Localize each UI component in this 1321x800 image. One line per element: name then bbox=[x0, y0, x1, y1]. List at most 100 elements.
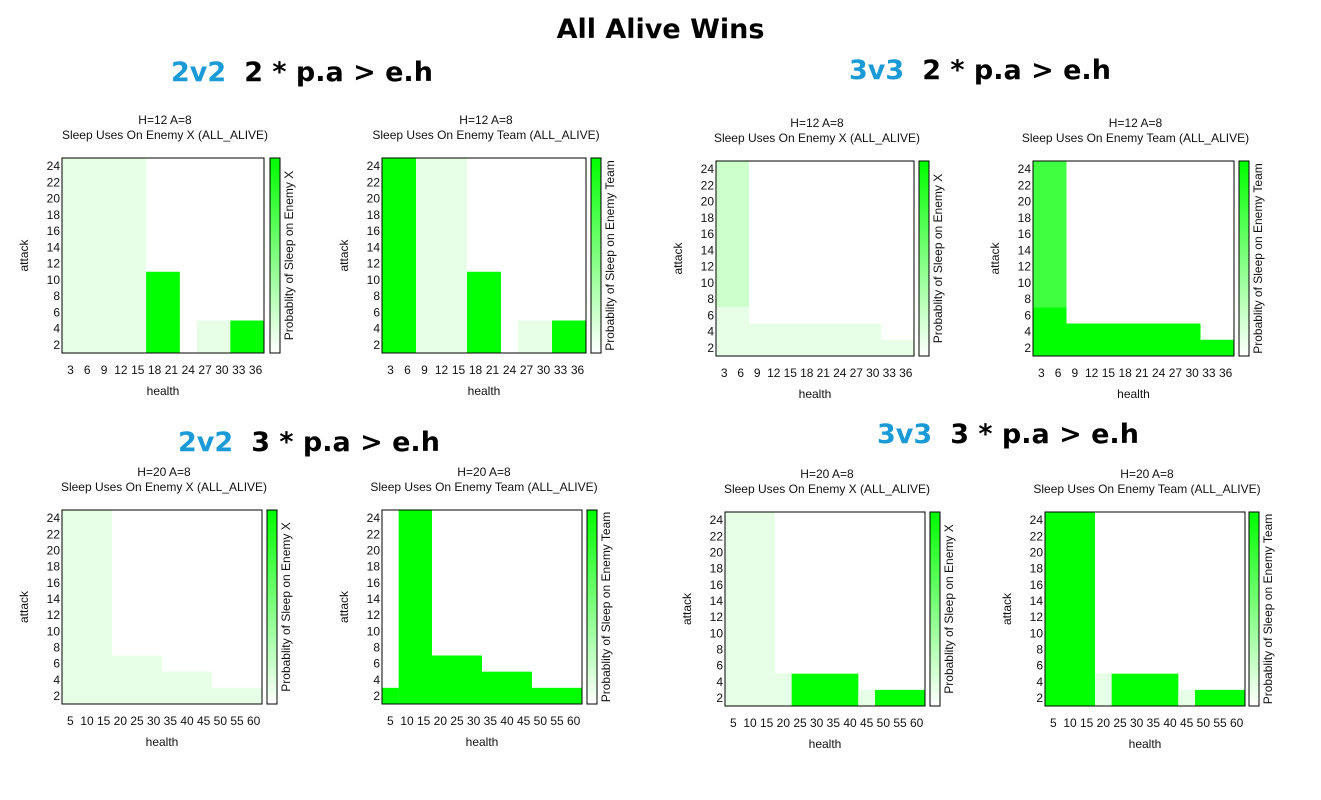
chart-title: H=20 A=8 bbox=[457, 465, 511, 479]
x-tick-label: 9 bbox=[1072, 366, 1079, 380]
y-tick-label: 2 bbox=[373, 338, 380, 352]
x-tick-label: 10 bbox=[400, 714, 414, 728]
x-tick-label: 45 bbox=[197, 714, 211, 728]
y-tick-label: 18 bbox=[367, 208, 381, 222]
y-tick-label: 10 bbox=[1018, 276, 1032, 290]
y-tick-label: 6 bbox=[1036, 659, 1043, 673]
section-tag: 3v3 bbox=[849, 55, 905, 86]
x-tick-label: 25 bbox=[793, 716, 807, 730]
y-tick-label: 22 bbox=[47, 175, 61, 189]
colorbar-label: Probablity of Sleep on Enemy Team bbox=[1261, 514, 1275, 705]
y-tick-label: 8 bbox=[53, 640, 60, 654]
heatmap-cell bbox=[875, 689, 925, 706]
heatmap-cell bbox=[858, 689, 875, 706]
y-tick-label: 20 bbox=[710, 545, 724, 559]
heatmap-cell bbox=[552, 320, 586, 353]
x-tick-label: 55 bbox=[550, 714, 564, 728]
x-tick-label: 18 bbox=[469, 363, 483, 377]
x-tick-label: 33 bbox=[1202, 366, 1216, 380]
x-tick-label: 60 bbox=[567, 714, 581, 728]
x-tick-label: 27 bbox=[520, 363, 534, 377]
y-tick-label: 14 bbox=[367, 592, 381, 606]
x-tick-label: 30 bbox=[215, 363, 229, 377]
heatmap-cell bbox=[532, 687, 582, 704]
y-tick-label: 14 bbox=[1030, 594, 1044, 608]
y-axis-label: attack bbox=[337, 590, 351, 623]
x-tick-label: 30 bbox=[537, 363, 551, 377]
colorbar bbox=[266, 509, 278, 705]
x-tick-label: 6 bbox=[84, 363, 91, 377]
x-tick-label: 30 bbox=[467, 714, 481, 728]
x-tick-label: 15 bbox=[452, 363, 466, 377]
y-tick-label: 22 bbox=[1018, 178, 1032, 192]
chart-title: H=20 A=8 bbox=[1120, 467, 1174, 481]
y-tick-label: 10 bbox=[47, 624, 61, 638]
y-tick-label: 8 bbox=[53, 289, 60, 303]
y-tick-label: 8 bbox=[716, 642, 723, 656]
plot-frame bbox=[61, 509, 263, 705]
y-tick-label: 4 bbox=[1024, 325, 1031, 339]
y-tick-label: 24 bbox=[367, 511, 381, 525]
x-tick-label: 3 bbox=[387, 363, 394, 377]
y-tick-label: 8 bbox=[373, 289, 380, 303]
x-tick-label: 20 bbox=[777, 716, 791, 730]
y-tick-label: 24 bbox=[710, 513, 724, 527]
x-tick-label: 36 bbox=[899, 366, 913, 380]
y-tick-label: 10 bbox=[1030, 626, 1044, 640]
y-axis-label: attack bbox=[671, 241, 685, 274]
x-tick-label: 15 bbox=[417, 714, 431, 728]
page-title: All Alive Wins bbox=[556, 14, 765, 45]
x-tick-label: 9 bbox=[101, 363, 108, 377]
y-tick-label: 22 bbox=[1030, 529, 1044, 543]
y-tick-label: 22 bbox=[367, 527, 381, 541]
x-tick-label: 40 bbox=[500, 714, 514, 728]
y-tick-label: 24 bbox=[367, 159, 381, 173]
heatmap-cell bbox=[382, 687, 399, 704]
x-axis-label: health bbox=[146, 735, 179, 749]
chart-title: H=20 A=8 bbox=[800, 467, 854, 481]
y-tick-label: 2 bbox=[53, 338, 60, 352]
y-axis-label: attack bbox=[680, 592, 694, 625]
x-tick-label: 18 bbox=[1118, 366, 1132, 380]
x-tick-label: 25 bbox=[130, 714, 144, 728]
y-tick-label: 10 bbox=[47, 273, 61, 287]
colorbar bbox=[586, 509, 598, 705]
x-tick-label: 21 bbox=[817, 366, 831, 380]
x-tick-label: 30 bbox=[866, 366, 880, 380]
x-tick-label: 24 bbox=[1152, 366, 1166, 380]
x-tick-label: 45 bbox=[517, 714, 531, 728]
x-tick-label: 15 bbox=[1080, 716, 1094, 730]
y-tick-label: 18 bbox=[47, 208, 61, 222]
section-tag: 3v3 bbox=[877, 419, 933, 450]
y-tick-label: 20 bbox=[47, 543, 61, 557]
y-tick-label: 10 bbox=[701, 276, 715, 290]
section-rule: 2 * p.a > e.h bbox=[922, 55, 1111, 86]
x-tick-label: 21 bbox=[1135, 366, 1149, 380]
heatmap-cell bbox=[62, 510, 112, 704]
y-tick-label: 16 bbox=[1030, 578, 1044, 592]
heatmap-cell bbox=[1045, 512, 1095, 706]
y-tick-label: 24 bbox=[1018, 162, 1032, 176]
x-tick-label: 18 bbox=[148, 363, 162, 377]
x-tick-label: 27 bbox=[198, 363, 212, 377]
x-tick-label: 24 bbox=[182, 363, 196, 377]
x-tick-label: 15 bbox=[784, 366, 798, 380]
x-tick-label: 9 bbox=[421, 363, 428, 377]
y-tick-label: 20 bbox=[367, 543, 381, 557]
x-tick-label: 30 bbox=[1130, 716, 1144, 730]
colorbar-label: Probablity of Sleep on Enemy X bbox=[931, 174, 945, 343]
y-tick-label: 24 bbox=[1030, 513, 1044, 527]
x-tick-label: 40 bbox=[1163, 716, 1177, 730]
heatmap-cell bbox=[518, 320, 552, 353]
x-tick-label: 10 bbox=[1063, 716, 1077, 730]
section-rule: 3 * p.a > e.h bbox=[950, 419, 1139, 450]
x-tick-label: 45 bbox=[1180, 716, 1194, 730]
heatmap-cell bbox=[749, 323, 881, 356]
x-tick-label: 5 bbox=[67, 714, 74, 728]
heatmap-cell bbox=[213, 320, 231, 353]
y-axis-label: attack bbox=[988, 241, 1002, 274]
y-tick-label: 16 bbox=[710, 578, 724, 592]
